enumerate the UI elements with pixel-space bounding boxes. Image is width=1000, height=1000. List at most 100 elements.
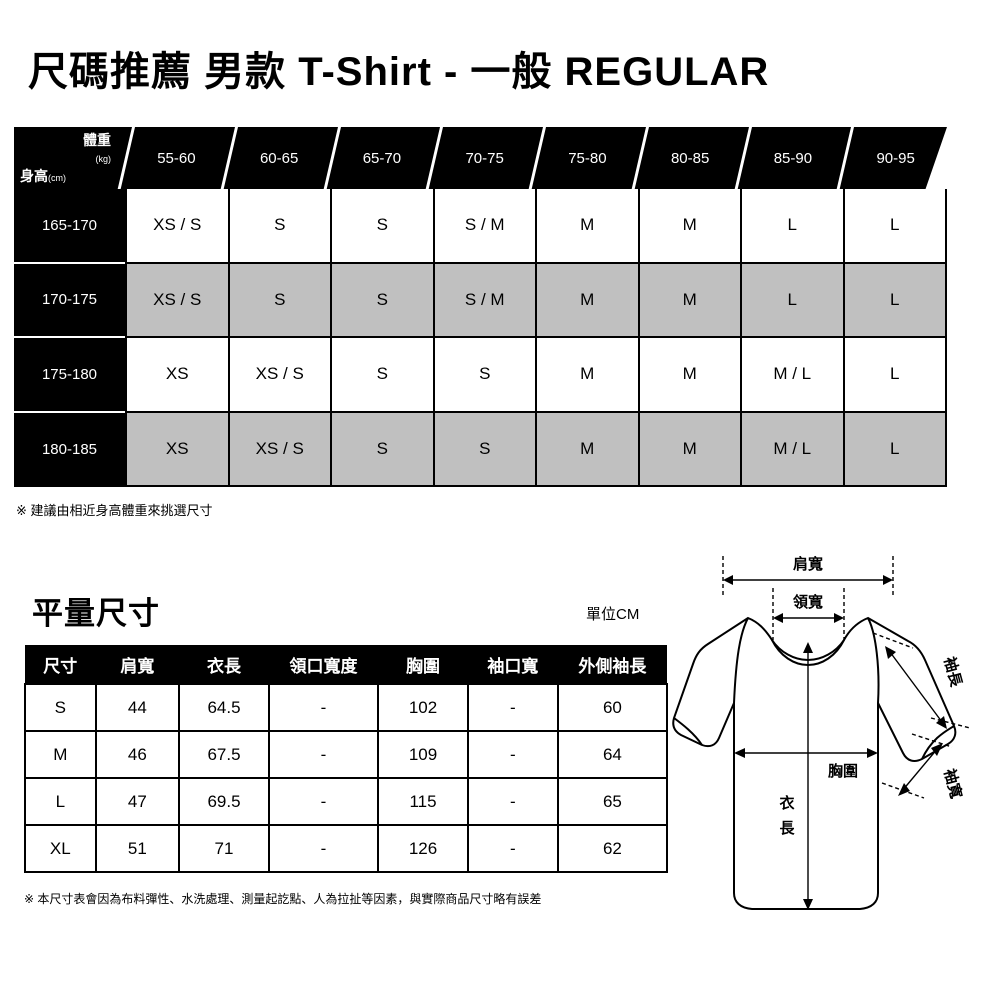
- measurement-column-header: 衣長: [179, 645, 269, 684]
- measurement-column-header: 外側袖長: [557, 645, 667, 684]
- size-cell: XS / S: [125, 189, 230, 264]
- size-cell: XS: [125, 412, 230, 487]
- size-cell: M: [639, 263, 742, 338]
- size-cell: S / M: [434, 263, 537, 338]
- chest-label: 胸圍: [828, 762, 858, 780]
- measurement-value-cell: 44: [94, 683, 181, 732]
- height-range-cell: 170-175: [14, 263, 125, 338]
- measurement-table-head: 尺寸 肩寬 衣長 領口寬度 胸圍 袖口寬 外側袖長: [25, 645, 667, 684]
- sleeve-width-label: 袖寬: [940, 767, 965, 801]
- measurement-value-cell: 62: [556, 824, 669, 873]
- measurement-value-cell: -: [267, 824, 380, 873]
- measurement-row: L 47 69.5-115-65: [24, 777, 669, 826]
- shoulder-width-label: 肩寬: [793, 555, 823, 573]
- size-cell: M: [639, 338, 742, 413]
- measurement-column-header: 領口寬度: [268, 645, 379, 684]
- weight-column-header: 80-85: [670, 149, 710, 167]
- height-range-cell: 165-170: [14, 189, 125, 264]
- measurement-size-cell: M: [24, 730, 97, 779]
- body-length-label-char1: 衣: [779, 794, 794, 812]
- weight-column-header: 90-95: [876, 149, 915, 167]
- size-cell: S / M: [434, 189, 537, 264]
- chest-dimension: [734, 748, 878, 758]
- measurement-value-cell: 102: [377, 683, 469, 732]
- size-cell: M: [639, 412, 742, 487]
- recommendation-header-row: 體重 (kg) 身高(cm) 55-60 60-65 65-70 70-75 75-80…: [14, 127, 947, 189]
- measurement-row: XL 51 71-126-62: [24, 824, 669, 873]
- height-axis-unit: (cm): [48, 173, 66, 183]
- size-cell: S: [434, 338, 537, 413]
- size-cell: L: [844, 338, 947, 413]
- size-cell: L: [844, 189, 947, 264]
- body-length-label-char2: 長: [779, 820, 795, 837]
- shirt-outline-icon: [672, 616, 957, 910]
- weight-axis-text: 體重: [83, 132, 111, 148]
- size-cell: L: [844, 412, 947, 487]
- flat-measurement-table: 尺寸 肩寬 衣長 領口寬度 胸圍 袖口寬 外側袖長 S 44 64.5-102-60 M 46 67.…: [24, 645, 669, 873]
- size-cell: XS / S: [229, 412, 332, 487]
- measurement-value-cell: 47: [94, 777, 181, 826]
- weight-column-header: 85-90: [773, 149, 813, 167]
- measurement-size-cell: S: [24, 683, 97, 732]
- height-axis-label: 身高(cm): [20, 166, 66, 186]
- sleeve-length-label: 袖長: [940, 655, 965, 690]
- tshirt-measurement-diagram: 肩寬 領寬 胸圍 衣 長: [660, 548, 1000, 938]
- size-cell: M: [537, 263, 640, 338]
- size-cell: M: [537, 412, 640, 487]
- measurement-value-cell: -: [267, 730, 380, 779]
- header-black-band: [14, 127, 947, 189]
- measurement-row: M 46 67.5-109-64: [24, 730, 669, 779]
- size-cell: S: [229, 189, 332, 264]
- measurement-value-cell: 126: [377, 824, 469, 873]
- measurement-value-cell: -: [466, 730, 559, 779]
- measurement-size-cell: XL: [24, 824, 97, 873]
- size-cell: XS / S: [125, 263, 230, 338]
- flat-measurement-title: 平量尺寸: [32, 596, 160, 631]
- size-cell: XS / S: [229, 338, 332, 413]
- size-cell: M: [639, 189, 742, 264]
- weight-column-header: 65-70: [362, 149, 402, 167]
- measurement-value-cell: 46: [94, 730, 181, 779]
- size-cell: M: [537, 189, 640, 264]
- measurement-table-body: S 44 64.5-102-60 M 46 67.5-109-64 L 47 69.5-115-…: [24, 683, 669, 873]
- measurement-value-cell: -: [466, 824, 559, 873]
- measurement-column-header: 尺寸: [25, 645, 96, 684]
- measurement-value-cell: 109: [377, 730, 469, 779]
- measurement-value-cell: 67.5: [178, 730, 270, 779]
- measurement-value-cell: -: [267, 683, 380, 732]
- sleeve-length-dimension: [872, 632, 971, 729]
- measurement-header-row: 尺寸 肩寬 衣長 領口寬度 胸圍 袖口寬 外側袖長: [25, 645, 667, 684]
- recommendation-note: ※ 建議由相近身高體重來挑選尺寸: [16, 503, 213, 518]
- measurement-column-header: 肩寬: [95, 645, 180, 684]
- measurement-note: ※ 本尺寸表會因為布料彈性、水洗處理、測量起訖點、人為拉扯等因素，與實際商品尺寸…: [24, 892, 542, 906]
- measurement-value-cell: 64.5: [178, 683, 270, 732]
- weight-axis-unit: (kg): [95, 154, 112, 164]
- measurement-value-cell: -: [466, 777, 559, 826]
- size-cell: M / L: [742, 338, 845, 413]
- measurement-value-cell: -: [267, 777, 380, 826]
- measurement-column-header: 胸圍: [378, 645, 468, 684]
- weight-column-header: 70-75: [465, 149, 504, 167]
- axis-corner-cell: 體重 (kg) 身高(cm): [14, 127, 125, 189]
- height-axis-text: 身高: [20, 168, 48, 184]
- measurement-value-cell: 64: [556, 730, 669, 779]
- height-range-cell: 175-180: [14, 338, 125, 413]
- size-cell: S: [332, 338, 435, 413]
- neck-width-dimension: [772, 588, 845, 640]
- page-title: 尺碼推薦 男款 T-Shirt - 一般 REGULAR: [28, 50, 770, 94]
- measurement-value-cell: 71: [178, 824, 270, 873]
- size-cell: M: [537, 338, 640, 413]
- size-recommendation-table: 體重 (kg) 身高(cm) 55-60 60-65 65-70 70-75 75-80…: [14, 127, 947, 488]
- weight-column-header: 60-65: [259, 149, 299, 167]
- sleeve-width-dimension: [881, 733, 953, 799]
- unit-label: 單位CM: [586, 606, 640, 623]
- size-cell: S: [434, 412, 537, 487]
